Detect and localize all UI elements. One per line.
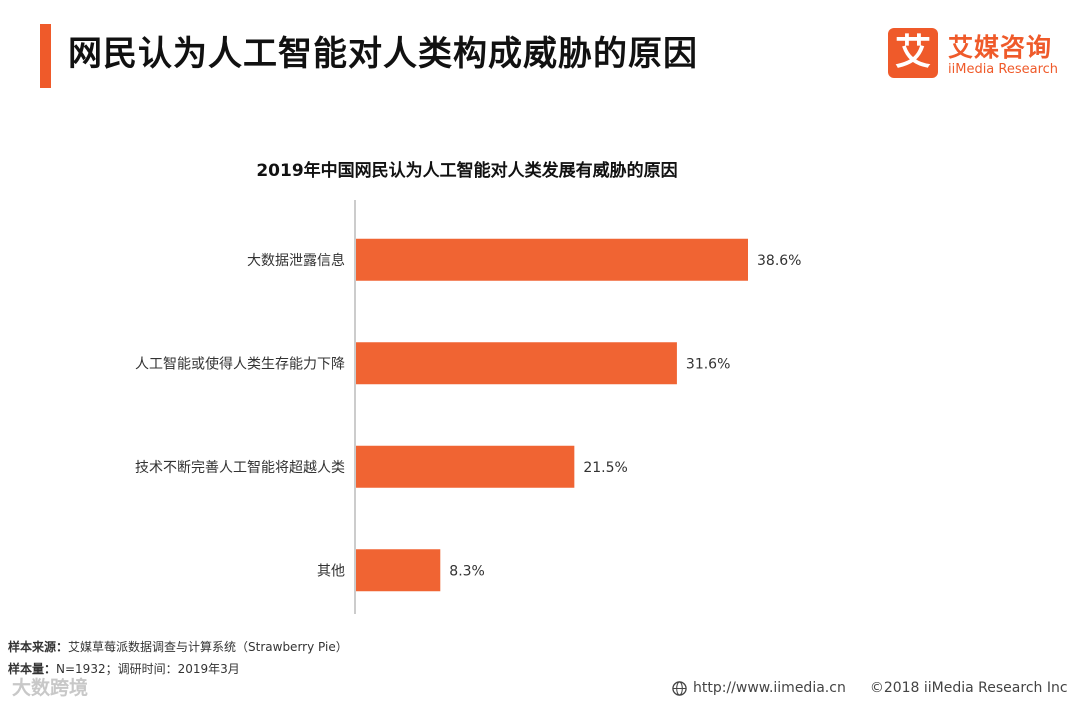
- bar: [356, 445, 575, 488]
- sample-size-line: 样本量：N=1932；调研时间：2019年3月: [8, 660, 240, 677]
- data-label: 38.6%: [757, 253, 801, 269]
- copyright-text: ©2018 iiMedia Research Inc: [869, 680, 1068, 696]
- sample-source-text: 艾媒草莓派数据调查与计算系统（Strawberry Pie）: [68, 640, 348, 654]
- sample-source-line: 样本来源：艾媒草莓派数据调查与计算系统（Strawberry Pie）: [8, 638, 348, 655]
- bar: [356, 238, 748, 281]
- sample-size-text: N=1932；调研时间：2019年3月: [56, 662, 240, 676]
- sample-source-label: 样本来源：: [8, 640, 69, 654]
- category-label: 人工智能或使得人类生存能力下降: [135, 355, 345, 372]
- category-label: 技术不断完善人工智能将超越人类: [135, 460, 345, 476]
- footer-right: http://www.iimedia.cn ©2018 iiMedia Rese…: [672, 680, 1068, 696]
- globe-icon: [672, 680, 687, 696]
- sample-size-label: 样本量：: [8, 662, 57, 676]
- watermark: 大数跨境: [12, 677, 89, 699]
- brand-name-en: iiMedia Research: [948, 62, 1059, 77]
- bar: [356, 342, 677, 385]
- category-label: 其他: [317, 563, 345, 579]
- brand-logo-mark: 艾: [888, 28, 938, 78]
- chart-title: 2019年中国网民认为人工智能对人类发展有威胁的原因: [256, 160, 677, 181]
- data-label: 31.6%: [686, 356, 730, 372]
- title-accent-bar: [40, 24, 51, 88]
- data-label: 8.3%: [449, 563, 485, 579]
- website-link[interactable]: http://www.iimedia.cn: [693, 680, 846, 696]
- brand-logo[interactable]: 艾 艾媒咨询 iiMedia Research: [888, 28, 1068, 82]
- data-label: 21.5%: [583, 460, 627, 476]
- bar: [356, 549, 441, 592]
- category-label: 大数据泄露信息: [247, 252, 345, 269]
- page-title: 网民认为人工智能对人类构成威胁的原因: [68, 34, 698, 74]
- brand-name-cn: 艾媒咨询: [948, 33, 1053, 62]
